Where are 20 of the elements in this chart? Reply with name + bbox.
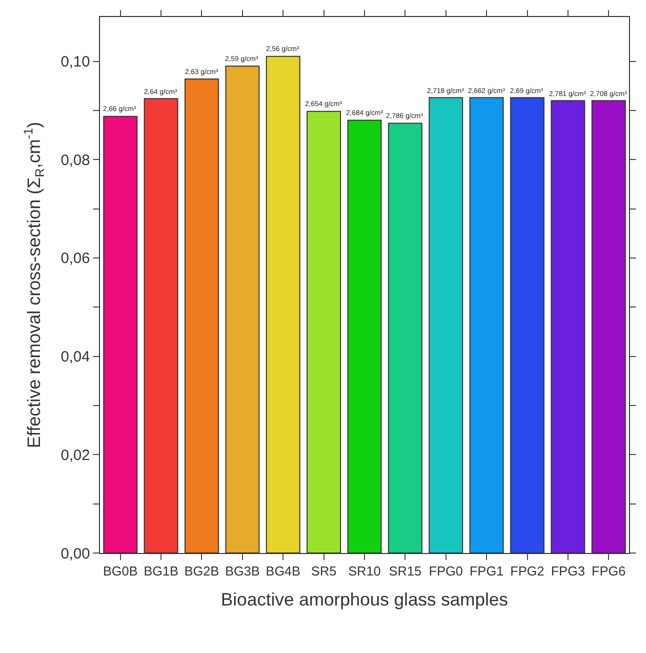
x-tick-label: SR5 <box>311 564 336 579</box>
y-tick-label: 0,08 <box>60 152 90 169</box>
x-tick-label: BG1B <box>144 564 178 579</box>
y-tick-label: 0,06 <box>60 250 90 268</box>
x-tick-label: SR10 <box>348 564 381 579</box>
x-tick-label: BG0B <box>103 564 138 579</box>
x-tick-label: BG3B <box>225 564 260 579</box>
x-tick-label: SR15 <box>388 564 422 579</box>
x-tick-label: FPG3 <box>550 564 585 579</box>
y-tick-label: 0,00 <box>60 545 90 562</box>
x-tick-label: FPG6 <box>592 564 626 579</box>
x-tick-label: FPG2 <box>510 564 544 579</box>
y-tick-label: 0,10 <box>60 54 90 71</box>
x-tick-label: FPG0 <box>428 564 463 579</box>
x-tick-label: FPG1 <box>470 564 504 579</box>
x-tick-label: BG4B <box>266 564 300 579</box>
y-tick-label: 0,02 <box>60 446 90 464</box>
x-tick-label: BG2B <box>184 564 220 579</box>
y-tick-label: 0,04 <box>60 348 90 366</box>
x-axis-title: Bioactive amorphous glass samples <box>220 590 508 610</box>
